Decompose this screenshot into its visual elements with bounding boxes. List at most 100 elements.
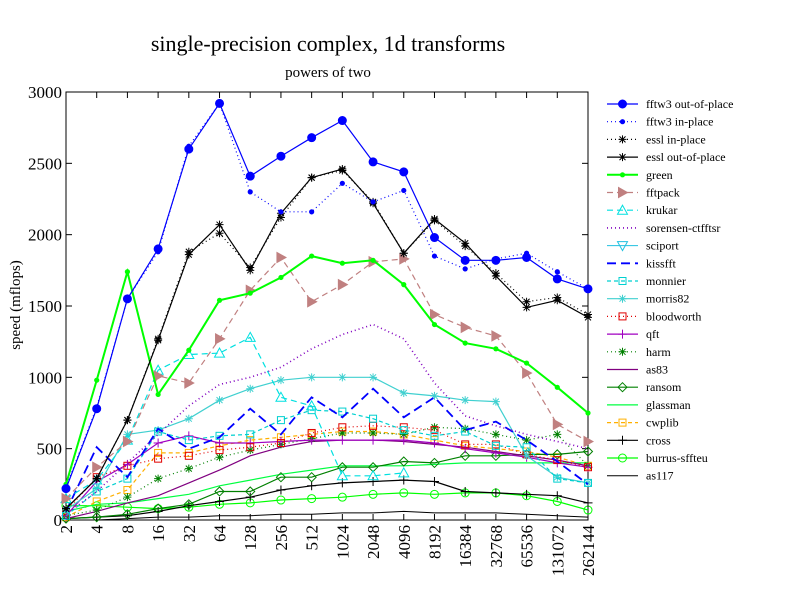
series-line: [65, 435, 589, 517]
data-point: [184, 451, 193, 460]
data-point: [186, 347, 192, 353]
data-point: [275, 471, 287, 483]
data-point: [215, 98, 225, 108]
legend-marker: [618, 418, 627, 427]
data-point: [278, 274, 284, 281]
data-point: [491, 430, 500, 439]
data-point: [337, 278, 349, 291]
y-tick-label: 2500: [28, 154, 62, 173]
data-point: [430, 431, 439, 440]
data-point: [368, 435, 378, 445]
data-point: [215, 332, 226, 345]
legend-entry-ransom: ransom: [607, 380, 682, 394]
data-point: [338, 373, 347, 382]
data-point: [276, 485, 286, 495]
data-point: [276, 151, 286, 161]
legend-label: qft: [646, 327, 660, 341]
data-point: [124, 269, 131, 275]
x-tick-label: 262144: [579, 525, 598, 577]
legend-marker: [619, 172, 626, 178]
data-point: [368, 489, 378, 499]
data-point: [183, 499, 195, 510]
x-tick-label: 16: [149, 525, 168, 542]
data-point: [370, 257, 376, 263]
data-point: [245, 171, 255, 181]
data-point: [307, 295, 318, 308]
legend-entry-bloodworth: bloodworth: [607, 309, 701, 323]
data-point: [397, 466, 410, 478]
series-fftw3-out-of-place: [61, 98, 593, 494]
data-point: [460, 486, 470, 496]
data-point: [215, 396, 224, 405]
series-morris82: [62, 373, 592, 515]
data-point: [215, 453, 224, 462]
data-point: [337, 435, 347, 445]
data-point: [154, 334, 163, 343]
data-point: [584, 463, 592, 472]
data-point: [152, 503, 164, 514]
legend-label: as83: [646, 363, 668, 377]
x-tick-label: 256: [272, 525, 291, 551]
series-monnier: [62, 406, 592, 520]
plot-frame: [65, 91, 589, 521]
data-point: [92, 474, 101, 483]
legend-entry-as117: as117: [607, 469, 674, 483]
data-point: [493, 346, 499, 352]
chart-title: single-precision complex, 1d transforms: [151, 31, 505, 56]
data-point: [154, 454, 163, 463]
legend-label: sciport: [646, 239, 679, 253]
data-point: [215, 438, 225, 448]
legend-entry-morris82: morris82: [607, 292, 689, 306]
legend-label: green: [646, 168, 673, 182]
data-point: [429, 308, 441, 321]
data-point: [215, 446, 224, 455]
legend-label: sorensen-ctfftsr: [646, 221, 720, 235]
data-point: [522, 297, 531, 306]
data-point: [401, 187, 407, 194]
y-tick-label: 0: [54, 511, 63, 530]
data-point: [491, 397, 500, 406]
data-point: [553, 293, 562, 302]
data-point: [399, 389, 408, 398]
data-point: [462, 266, 468, 272]
data-point: [370, 199, 376, 205]
legend-entry-sciport: sciport: [607, 239, 679, 253]
x-tick-label: 8192: [425, 525, 444, 559]
series-line: [65, 409, 589, 517]
series-line: [65, 439, 589, 520]
data-point: [368, 476, 378, 486]
series-essl-out-of-place: [62, 165, 592, 513]
x-tick-label: 64: [211, 525, 230, 543]
series-harm: [62, 423, 592, 520]
data-point: [339, 260, 345, 266]
data-point: [461, 396, 470, 405]
data-point: [153, 438, 163, 448]
x-tick-label: 8: [118, 525, 137, 534]
data-point: [522, 451, 531, 460]
legend-marker: [618, 277, 627, 285]
data-point: [154, 474, 163, 483]
data-point: [153, 244, 163, 254]
data-point: [584, 310, 592, 319]
series-qft: [61, 431, 593, 521]
series-as117: [66, 510, 589, 521]
x-tick-label: 131072: [548, 525, 567, 576]
data-point: [123, 416, 132, 425]
data-point: [337, 492, 347, 502]
data-point: [399, 253, 410, 265]
legend-marker: [618, 329, 627, 339]
series-line: [65, 430, 589, 518]
series-line: [65, 387, 589, 512]
legend-entry-harm: harm: [607, 345, 671, 359]
series-line: [65, 336, 404, 500]
data-point: [92, 497, 101, 506]
data-point: [246, 430, 255, 439]
data-point: [337, 116, 347, 126]
data-point: [491, 330, 502, 342]
data-point: [276, 376, 285, 385]
data-point: [430, 216, 439, 225]
legend-label: ransom: [646, 380, 682, 394]
data-point: [399, 430, 408, 439]
legend-marker: [617, 381, 628, 393]
series-line: [65, 450, 589, 520]
